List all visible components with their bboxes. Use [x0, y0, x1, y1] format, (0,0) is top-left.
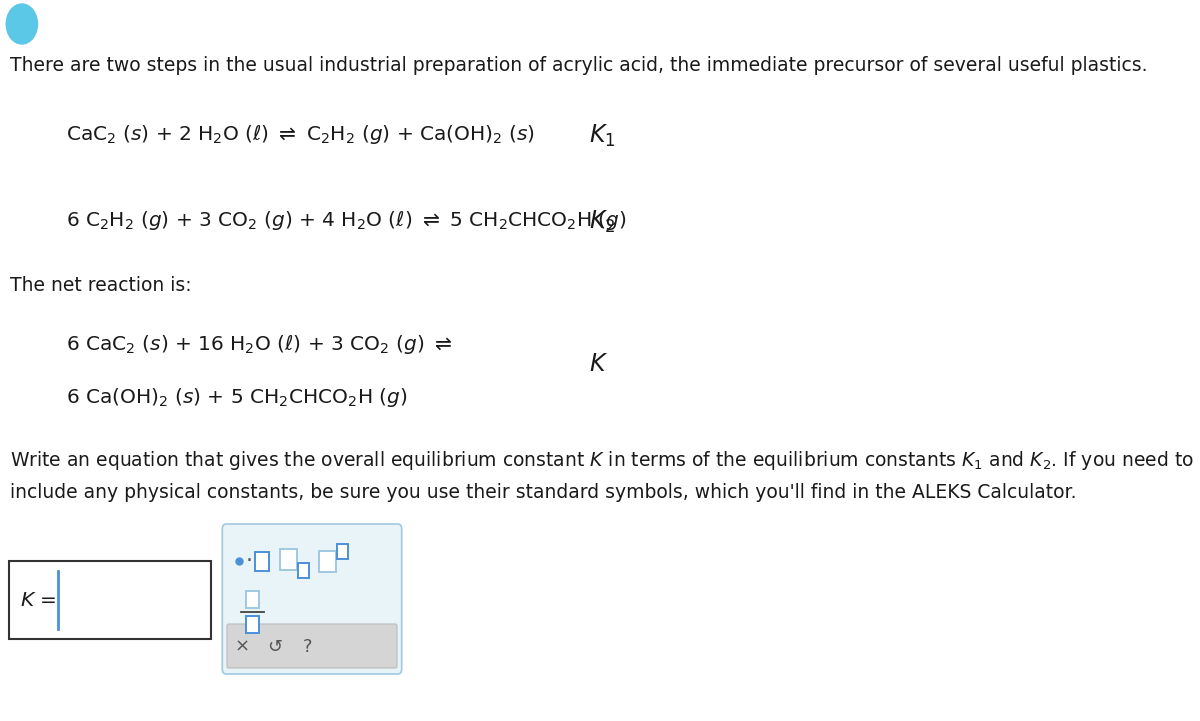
FancyBboxPatch shape [227, 624, 397, 668]
Text: There are two steps in the usual industrial preparation of acrylic acid, the imm: There are two steps in the usual industr… [10, 56, 1147, 75]
Text: ·: · [246, 551, 253, 571]
FancyBboxPatch shape [246, 590, 259, 608]
FancyBboxPatch shape [281, 549, 296, 570]
Text: 6 Ca(OH)$_2$ $(s)$ + 5 CH$_2$CHCO$_2$H $(g)$: 6 Ca(OH)$_2$ $(s)$ + 5 CH$_2$CHCO$_2$H $… [66, 386, 408, 409]
FancyBboxPatch shape [319, 551, 336, 572]
Text: 6 CaC$_2$ $(s)$ + 16 H$_2$O $(\ell)$ + 3 CO$_2$ $(g)$ $\rightleftharpoons$: 6 CaC$_2$ $(s)$ + 16 H$_2$O $(\ell)$ + 3… [66, 333, 452, 356]
Circle shape [6, 4, 37, 44]
Text: ↺: ↺ [266, 638, 282, 656]
FancyBboxPatch shape [254, 552, 270, 570]
Text: The net reaction is:: The net reaction is: [10, 276, 192, 295]
FancyBboxPatch shape [246, 616, 259, 632]
Text: $K$ =: $K$ = [20, 590, 59, 609]
Text: ×: × [234, 638, 250, 656]
Text: 6 C$_2$H$_2$ $(g)$ + 3 CO$_2$ $(g)$ + 4 H$_2$O $(\ell)$ $\rightleftharpoons$ 5 C: 6 C$_2$H$_2$ $(g)$ + 3 CO$_2$ $(g)$ + 4 … [66, 209, 626, 232]
Text: $K$: $K$ [589, 352, 608, 376]
FancyBboxPatch shape [298, 562, 310, 578]
FancyBboxPatch shape [10, 561, 210, 639]
Text: ?: ? [302, 638, 312, 656]
Text: $K_1$: $K_1$ [589, 123, 616, 149]
Text: include any physical constants, be sure you use their standard symbols, which yo: include any physical constants, be sure … [10, 483, 1076, 502]
FancyBboxPatch shape [336, 544, 348, 559]
Text: Write an equation that gives the overall equilibrium constant $K$ in terms of th: Write an equation that gives the overall… [10, 449, 1194, 472]
Text: $K_2$: $K_2$ [589, 209, 616, 235]
Text: CaC$_2$ $(s)$ + 2 H$_2$O $(\ell)$ $\rightleftharpoons$ C$_2$H$_2$ $(g)$ + Ca(OH): CaC$_2$ $(s)$ + 2 H$_2$O $(\ell)$ $\righ… [66, 123, 535, 146]
FancyBboxPatch shape [222, 524, 402, 674]
